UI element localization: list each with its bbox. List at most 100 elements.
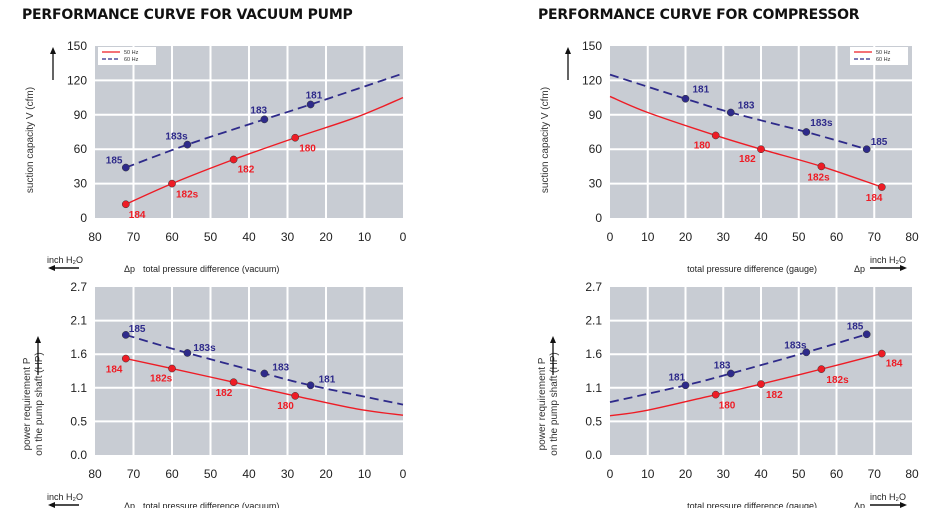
data-label: 182: [238, 165, 255, 176]
y-tick-label: 30: [74, 177, 88, 191]
x-tick-label: 10: [641, 230, 655, 244]
data-point: [726, 369, 735, 378]
y-tick-label: 2.7: [585, 280, 602, 294]
y-axis-label: suction capacity V (cfm): [540, 87, 551, 193]
x-tick-label: 80: [905, 230, 919, 244]
data-label: 183s: [784, 340, 807, 351]
x-axis-unit: inch H₂O: [870, 492, 906, 502]
y-tick-label: 90: [589, 108, 603, 122]
data-point: [877, 349, 886, 358]
y-tick-label: 1.6: [585, 347, 602, 361]
data-point: [681, 381, 690, 390]
x-tick-label: 70: [127, 467, 141, 481]
data-label: 182: [216, 388, 233, 399]
x-tick-label: 40: [754, 467, 768, 481]
y-tick-label: 1.6: [70, 347, 87, 361]
data-point: [291, 133, 300, 142]
data-label: 180: [719, 401, 736, 412]
x-axis-delta-p: Δp: [124, 264, 135, 274]
x-tick-label: 20: [319, 230, 333, 244]
legend-label: 60 Hz: [876, 57, 891, 63]
data-point: [121, 354, 130, 363]
data-point: [291, 392, 300, 400]
x-axis-label: total pressure difference (vacuum): [143, 501, 279, 508]
x-tick-label: 10: [358, 467, 372, 481]
data-point: [183, 140, 192, 149]
x-tick-label: 60: [165, 467, 179, 481]
y-axis-label: suction capacity V (cfm): [25, 87, 36, 193]
data-label: 183: [714, 360, 731, 371]
x-tick-label: 10: [641, 467, 655, 481]
legend-label: 50 Hz: [876, 50, 891, 56]
y-tick-label: 0.5: [70, 414, 87, 428]
data-label: 182s: [176, 190, 199, 201]
data-point: [260, 115, 269, 124]
series-line-50hz: [609, 352, 882, 417]
y-tick-label: 60: [589, 142, 603, 156]
data-label: 182s: [150, 374, 173, 385]
y-tick-label: 0.5: [585, 414, 602, 428]
y-axis-label-line: on the pump shaft (HP): [34, 352, 45, 455]
x-axis-delta-p: Δp: [854, 501, 865, 508]
series-line-60hz: [609, 333, 867, 403]
x-tick-label: 0: [400, 467, 407, 481]
x-tick-label: 30: [717, 467, 731, 481]
data-point: [168, 364, 176, 373]
data-point: [817, 365, 826, 373]
y-tick-label: 1.1: [70, 381, 87, 395]
series-line-50hz: [609, 95, 883, 188]
y-tick-label: 2.1: [70, 314, 87, 328]
x-tick-label: 60: [830, 230, 844, 244]
x-tick-label: 0: [607, 230, 614, 244]
y-tick-label: 120: [67, 73, 87, 87]
data-label: 183: [272, 362, 289, 373]
x-axis-unit: inch H₂O: [47, 492, 83, 502]
y-tick-label: 150: [582, 39, 602, 53]
data-label: 183s: [165, 132, 188, 143]
x-tick-label: 20: [319, 467, 333, 481]
data-point: [817, 162, 826, 171]
data-point: [168, 179, 176, 188]
x-tick-label: 70: [127, 230, 141, 244]
data-label: 181: [693, 85, 710, 96]
x-tick-label: 40: [754, 230, 768, 244]
y-axis-label-line: power requirement P: [22, 357, 33, 450]
x-tick-label: 80: [88, 467, 102, 481]
x-tick-label: 80: [905, 467, 919, 481]
compressor-title: PERFORMANCE CURVE FOR COMPRESSOR: [538, 7, 860, 23]
data-label: 185: [129, 324, 146, 335]
data-point: [121, 163, 130, 172]
data-point: [862, 330, 871, 339]
x-tick-label: 50: [792, 230, 806, 244]
data-point: [183, 349, 192, 357]
y-tick-label: 2.7: [70, 280, 87, 294]
data-label: 184: [106, 365, 123, 376]
data-point: [802, 128, 811, 136]
data-label: 180: [694, 140, 711, 151]
y-axis-label-line: power requirement P: [537, 357, 548, 450]
x-tick-label: 70: [868, 467, 882, 481]
chart-4: 0 10 20 30 40 50 60 70 80 0.0 0.5 1.1 1.6 2.1 2.7 power…: [537, 280, 919, 508]
x-tick-label: 50: [204, 230, 218, 244]
legend-label: 60 Hz: [124, 57, 139, 63]
x-tick-label: 30: [281, 467, 295, 481]
vacuum-pump-title: PERFORMANCE CURVE FOR VACUUM PUMP: [22, 7, 353, 23]
chart-3: 0 10 20 30 40 50 60 70 80 0 30 60 90 120 150 suction ca…: [540, 39, 919, 274]
y-tick-label: 150: [67, 39, 87, 53]
data-point: [229, 155, 238, 164]
y-tick-label: 0: [80, 211, 87, 225]
y-tick-label: 0.0: [70, 448, 87, 462]
data-label: 185: [106, 156, 123, 167]
series-line-50hz: [125, 357, 404, 416]
data-point: [711, 131, 720, 140]
data-label: 185: [847, 321, 864, 332]
data-label: 181: [306, 90, 323, 101]
x-axis-unit: inch H₂O: [47, 255, 83, 265]
y-tick-label: 60: [74, 142, 88, 156]
x-tick-label: 40: [242, 230, 256, 244]
x-tick-label: 10: [358, 230, 372, 244]
x-tick-label: 30: [281, 230, 295, 244]
x-tick-label: 30: [717, 230, 731, 244]
